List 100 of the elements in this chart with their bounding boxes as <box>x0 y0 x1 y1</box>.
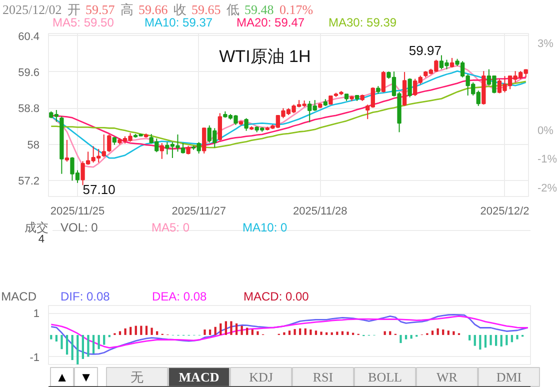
candlestick <box>160 142 164 160</box>
bar <box>474 334 476 346</box>
chart-title: MACD <box>1 290 37 304</box>
bar <box>204 330 206 335</box>
text: MA30: 59.39 <box>328 16 397 30</box>
candlestick <box>218 112 222 142</box>
bar <box>330 332 333 335</box>
bar <box>76 334 79 364</box>
bar <box>326 332 328 335</box>
text: 2025/12/02 开 59.57 高 59.66 收 59.65 低 59.48 0.17% <box>2 2 314 17</box>
category-label: ▲ <box>56 370 68 384</box>
category-label: RSI <box>312 370 334 384</box>
y-tick-label: 59.6 <box>18 66 40 79</box>
bar <box>490 334 492 346</box>
bar <box>294 329 296 335</box>
bar <box>150 328 153 335</box>
text: MA10: 59.37 <box>144 16 213 30</box>
category-label: KDJ <box>249 370 273 384</box>
candlestick <box>381 70 386 93</box>
category-label: DMI <box>496 370 522 384</box>
candlestick <box>450 57 454 68</box>
text: MA20: 59.47 <box>236 16 305 30</box>
candlestick <box>244 118 248 132</box>
candlestick <box>102 134 106 158</box>
bar <box>224 321 227 335</box>
text: 4 <box>38 234 45 246</box>
bar <box>299 328 302 335</box>
bar <box>118 331 122 335</box>
x-tick-label: 2025/12/2 <box>480 206 530 218</box>
y-tick-label: -1 <box>30 352 40 364</box>
annotation: 57.10 <box>82 182 116 198</box>
bar <box>389 331 392 335</box>
bar <box>124 328 126 335</box>
text: VOL: 0 <box>60 220 98 234</box>
bar <box>251 330 254 335</box>
bar <box>516 334 518 340</box>
text: MA10: 0 <box>242 220 288 234</box>
bar <box>452 331 455 335</box>
line-series <box>50 315 529 349</box>
text: MA5: 59.50 <box>52 16 114 30</box>
y-tick-label: 1 <box>33 308 40 320</box>
bar <box>468 334 471 340</box>
bar <box>55 334 58 342</box>
y2-tick-label: 0% <box>538 124 554 137</box>
y2-tick-label: -2% <box>538 182 558 195</box>
bar <box>320 332 322 335</box>
bar <box>431 330 434 335</box>
bar <box>479 334 482 350</box>
bar <box>256 331 259 335</box>
bar <box>230 321 232 335</box>
bar <box>71 334 74 360</box>
text: 成交 <box>24 220 48 234</box>
bar <box>235 323 238 335</box>
x-tick-label: 2025/11/25 <box>50 206 105 218</box>
bar <box>346 332 349 335</box>
x-tick-label: 2025/11/28 <box>293 206 348 218</box>
bar <box>220 323 222 335</box>
series-label: MACD: 0.00 <box>244 290 310 304</box>
text: WTI原油 1H <box>219 46 311 66</box>
bar <box>310 330 312 335</box>
bar <box>442 330 444 335</box>
bar <box>404 334 408 340</box>
bar <box>400 334 402 344</box>
bar <box>208 330 212 335</box>
bar <box>214 326 216 335</box>
bar <box>384 331 386 335</box>
y-tick-label: 58 <box>27 139 40 152</box>
category-label: 无 <box>130 370 144 384</box>
category-label: MACD <box>178 370 220 384</box>
candlestick <box>64 139 70 162</box>
bar <box>506 334 508 346</box>
bar <box>66 334 68 355</box>
bar <box>240 326 243 335</box>
candlestick <box>202 127 206 154</box>
annotation: 59.97 <box>408 43 442 58</box>
candlestick <box>408 78 412 98</box>
bar <box>436 328 439 335</box>
bar <box>134 326 137 335</box>
category-label: BOLL <box>368 370 402 384</box>
bar <box>341 331 344 335</box>
bar <box>495 334 498 346</box>
y-tick-label: 58.8 <box>18 103 40 116</box>
bar <box>484 334 487 348</box>
bar <box>140 326 142 335</box>
bar <box>410 334 412 339</box>
bar <box>510 334 514 342</box>
bar <box>60 334 63 350</box>
bar <box>500 334 502 347</box>
x-tick-label: 2025/11/27 <box>172 206 226 218</box>
bar <box>92 334 95 354</box>
bar <box>288 330 291 335</box>
bar <box>283 332 286 335</box>
bar <box>98 334 100 350</box>
bar <box>246 328 248 335</box>
candlestick <box>107 134 112 153</box>
bar <box>145 326 148 335</box>
bar <box>447 330 450 335</box>
text: MA5: 0 <box>152 220 190 234</box>
category-label: WR <box>436 370 458 384</box>
y2-tick-label: 3% <box>538 38 554 50</box>
